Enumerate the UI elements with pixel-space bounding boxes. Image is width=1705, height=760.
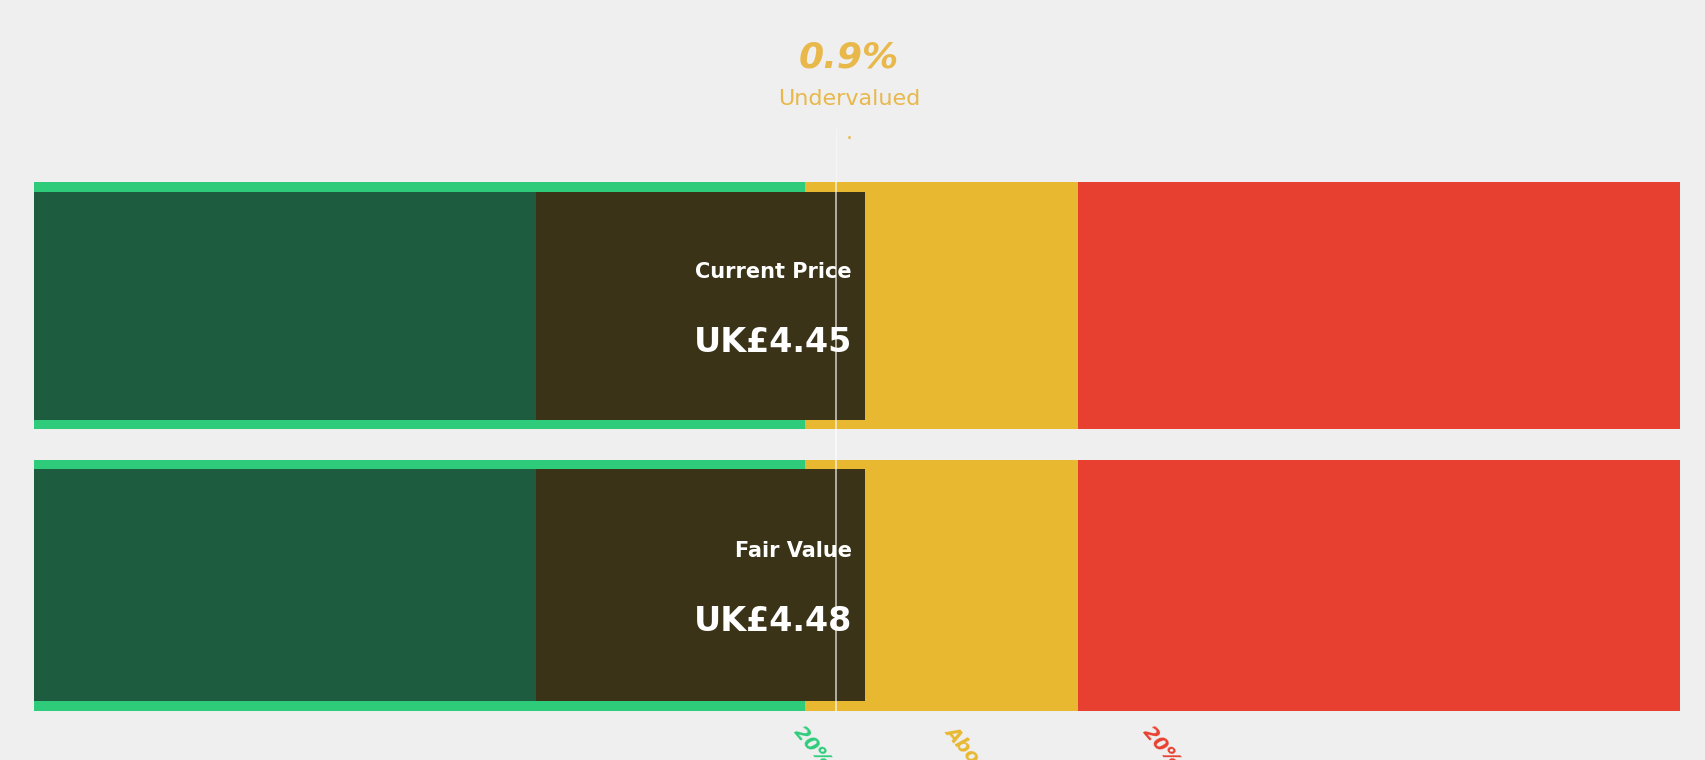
Bar	[34, 182, 805, 429]
Bar	[535, 470, 864, 701]
Bar	[805, 460, 1078, 711]
Text: Undervalued: Undervalued	[777, 89, 919, 109]
Text: Fair Value: Fair Value	[735, 541, 851, 561]
Text: About Right: About Right	[941, 722, 1040, 760]
Bar	[805, 460, 1078, 470]
Bar	[805, 420, 1078, 429]
Bar	[805, 701, 1078, 711]
Bar	[1078, 701, 1679, 711]
Bar	[34, 460, 805, 470]
Bar	[1078, 460, 1679, 470]
Text: .: .	[846, 123, 852, 143]
Bar	[805, 182, 1078, 429]
Bar	[34, 182, 805, 192]
Bar	[34, 701, 805, 711]
Bar	[1078, 460, 1679, 711]
Text: 20% Overvalued: 20% Overvalued	[1139, 722, 1269, 760]
Bar	[34, 420, 805, 429]
Text: 20% Undervalued: 20% Undervalued	[789, 722, 929, 760]
Bar	[34, 460, 805, 711]
Text: 0.9%: 0.9%	[798, 40, 899, 74]
Text: Current Price: Current Price	[696, 261, 851, 282]
Bar	[805, 182, 1078, 192]
Text: UK£4.48: UK£4.48	[692, 605, 851, 638]
Bar	[1078, 182, 1679, 429]
Bar	[1078, 420, 1679, 429]
Bar	[535, 192, 864, 420]
Text: UK£4.45: UK£4.45	[692, 326, 851, 359]
Bar	[1078, 182, 1679, 192]
